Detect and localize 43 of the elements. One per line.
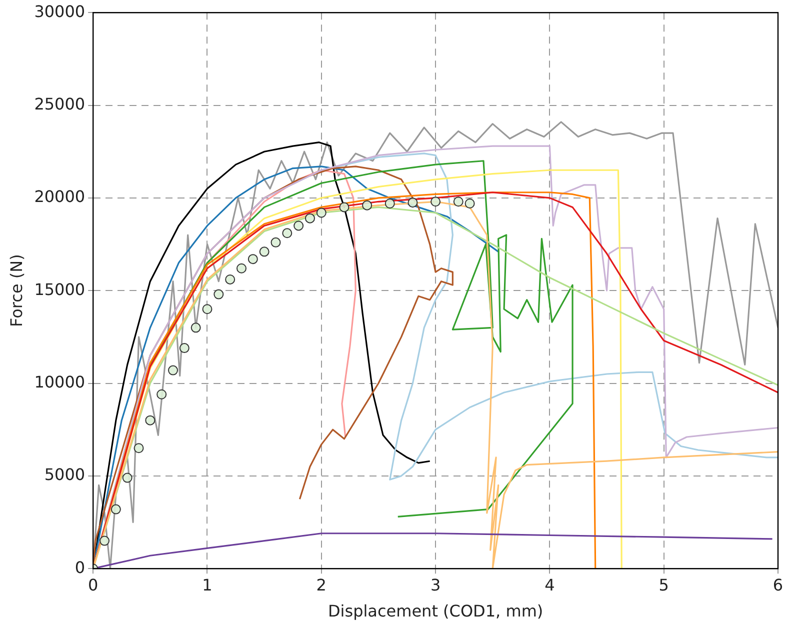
y-tick-label: 15000 (34, 280, 86, 299)
point (110, 504, 121, 514)
x-tick-label: 6 (772, 575, 784, 594)
point (179, 343, 190, 354)
y-tick-label: 10000 (34, 372, 86, 392)
point (282, 228, 292, 238)
point (339, 202, 350, 212)
point (122, 472, 132, 483)
point (225, 274, 236, 284)
point (248, 254, 258, 264)
point (270, 237, 281, 248)
y-tick-label: 0 (74, 558, 86, 577)
x-tick-label: 5 (658, 575, 669, 594)
y-axis-title: Force (N) (6, 254, 26, 328)
x-tick-label: 0 (88, 575, 98, 594)
point (464, 198, 475, 208)
point (156, 389, 167, 400)
x-tick-label: 3 (430, 575, 441, 594)
x-tick-label: 1 (202, 575, 212, 594)
point (408, 198, 418, 208)
y-tick-label: 20000 (34, 187, 86, 206)
point (100, 536, 110, 546)
point (202, 304, 212, 314)
point (145, 415, 156, 426)
point (384, 198, 395, 208)
point (362, 200, 372, 210)
point (214, 289, 224, 300)
x-tick-label: 4 (544, 575, 555, 594)
point (259, 246, 270, 257)
y-tick-label: 25000 (34, 94, 86, 114)
x-tick-label: 2 (316, 575, 326, 594)
point (294, 220, 304, 231)
point (134, 443, 144, 454)
y-tick-label: 30000 (34, 2, 86, 21)
point (304, 213, 315, 224)
point (316, 208, 326, 218)
point (453, 196, 464, 207)
point (236, 263, 246, 274)
y-tick-label: 5000 (44, 465, 86, 484)
point (168, 365, 178, 376)
x-axis-title: Displacement (COD1, mm) (328, 602, 544, 621)
point (190, 322, 201, 333)
point (430, 196, 441, 207)
